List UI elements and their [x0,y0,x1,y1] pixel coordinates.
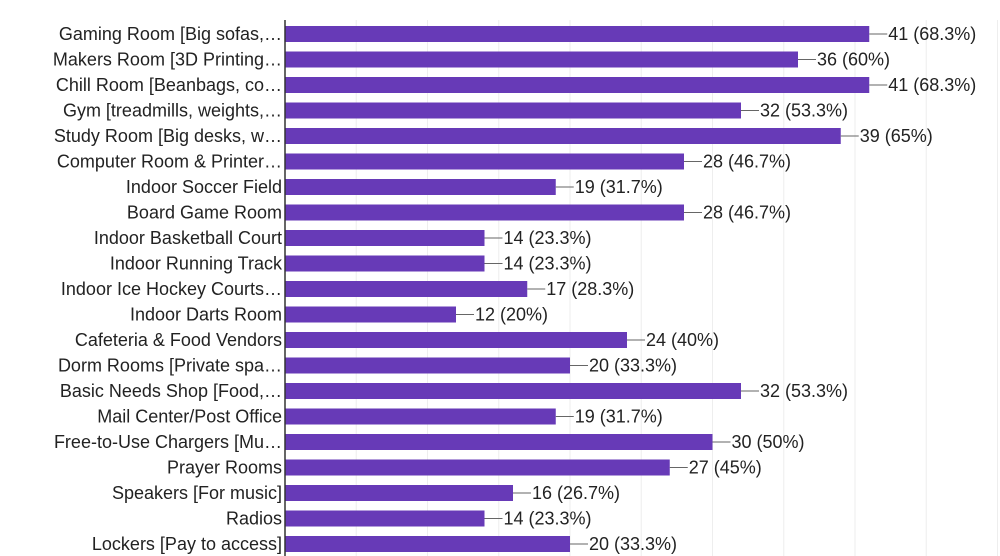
category-label: Gaming Room [Big sofas,… [59,24,282,44]
category-label: Indoor Running Track [110,254,283,274]
category-label: Prayer Rooms [167,458,282,478]
bar [285,255,485,272]
value-label: 20 (33.3%) [589,356,677,376]
bar [285,434,713,450]
category-label: Dorm Rooms [Private spa… [58,356,282,376]
bar [285,485,513,501]
bar [285,281,528,297]
bar [285,510,485,527]
bars [285,26,870,552]
value-label: 36 (60%) [817,50,890,70]
category-label: Computer Room & Printer… [57,152,282,172]
bar [285,383,741,399]
value-label: 16 (26.7%) [532,483,620,503]
value-label: 14 (23.3%) [504,228,592,248]
category-label: Indoor Basketball Court [94,228,282,248]
category-label: Speakers [For music] [112,483,282,503]
category-label: Radios [226,509,282,529]
bar [285,357,570,374]
category-label: Lockers [Pay to access] [92,534,282,554]
value-label: 41 (68.3%) [888,75,976,95]
bar [285,459,670,476]
value-label: 20 (33.3%) [589,534,677,554]
category-label: Basic Needs Shop [Food,… [60,381,282,401]
value-label: 32 (53.3%) [760,101,848,121]
value-label: 19 (31.7%) [575,407,663,427]
bar [285,77,870,93]
category-label: Free-to-Use Chargers [Mu… [54,432,282,452]
bar [285,332,627,348]
category-label: Chill Room [Beanbags, co… [56,75,282,95]
bar [285,153,684,170]
category-label: Indoor Darts Room [130,305,282,325]
bar [285,408,556,425]
category-label: Study Room [Big desks, w… [54,126,282,146]
value-label: 19 (31.7%) [575,177,663,197]
bar [285,26,870,42]
value-label: 27 (45%) [689,458,762,478]
category-label: Mail Center/Post Office [97,407,282,427]
value-label: 41 (68.3%) [888,24,976,44]
bar [285,306,456,323]
bar [285,230,485,246]
bar [285,128,841,144]
value-label: 32 (53.3%) [760,381,848,401]
category-label: Makers Room [3D Printing… [53,50,282,70]
category-labels: Gaming Room [Big sofas,… Makers Room [3D … [53,24,283,554]
category-label: Board Game Room [127,203,282,223]
value-label: 14 (23.3%) [504,509,592,529]
value-label: 12 (20%) [475,305,548,325]
bar [285,102,741,119]
bar [285,536,570,552]
value-label: 14 (23.3%) [504,254,592,274]
category-label: Indoor Ice Hockey Courts… [61,279,282,299]
value-label: 39 (65%) [860,126,933,146]
bar [285,204,684,221]
category-label: Gym [treadmills, weights,… [63,101,282,121]
bar [285,179,556,195]
value-label: 28 (46.7%) [703,203,791,223]
leader-lines [456,33,888,545]
value-label: 24 (40%) [646,330,719,350]
value-label: 30 (50%) [732,432,805,452]
category-label: Indoor Soccer Field [126,177,282,197]
category-label: Cafeteria & Food Vendors [75,330,282,350]
bar [285,51,798,68]
value-labels: 41 (68.3%) 36 (60%) 41 (68.3%) 32 (53.3%) 39… [475,24,976,554]
value-label: 17 (28.3%) [546,279,634,299]
value-label: 28 (46.7%) [703,152,791,172]
